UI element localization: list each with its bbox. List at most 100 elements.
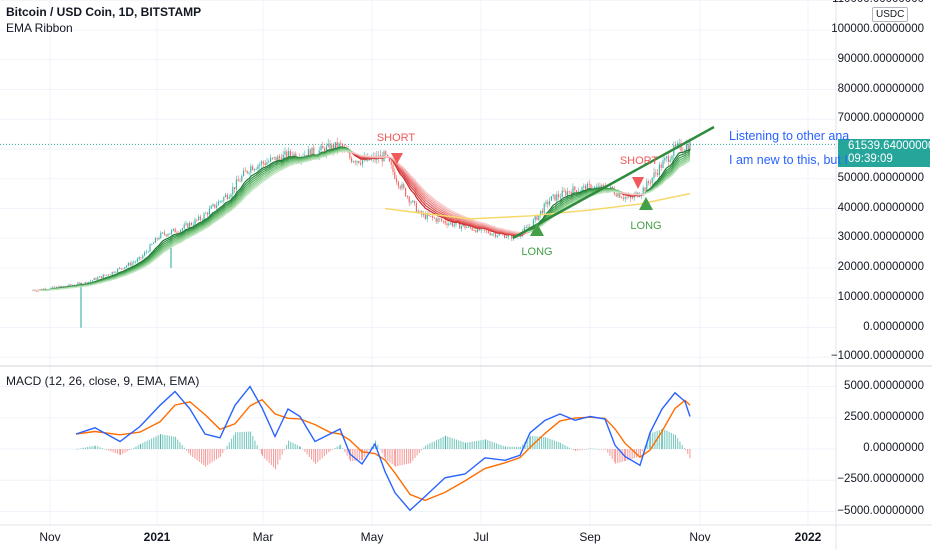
candle-body [471, 227, 473, 231]
candle-body [342, 144, 344, 149]
candle-body [243, 170, 245, 176]
text-note[interactable]: I am new to this, but I [729, 153, 848, 167]
candle-body [678, 142, 680, 144]
candle-body [41, 289, 43, 290]
macd-histogram-bar [687, 449, 689, 455]
time-axis-label: 2021 [143, 530, 171, 544]
ema-ribbon-line [351, 151, 529, 236]
currency-unit-badge[interactable]: USDC [872, 7, 909, 22]
candle-body [450, 222, 452, 224]
macd-histogram-bar [366, 449, 368, 454]
candle-body [538, 214, 540, 220]
candle-body [39, 289, 41, 290]
macd-histogram-bar [431, 442, 433, 449]
macd-histogram-bar [596, 448, 598, 450]
candle-body [525, 227, 527, 228]
candle-body [484, 228, 486, 231]
candle-body [559, 196, 561, 198]
candle-body [145, 251, 147, 253]
macd-histogram-bar [516, 446, 518, 449]
macd-histogram-bar [664, 429, 666, 449]
macd-histogram-bar [186, 449, 188, 451]
candle-body [244, 170, 246, 172]
candle-body [129, 262, 131, 266]
macd-histogram-bar [538, 436, 540, 449]
price-scale-label: −10000.00000000 [830, 350, 924, 363]
macd-histogram-bar [528, 437, 530, 449]
short-signal-label: SHORT [376, 132, 416, 144]
candle-body [268, 161, 270, 163]
macd-histogram-bar [91, 446, 93, 449]
macd-histogram-bar [469, 442, 471, 449]
candle-body [572, 186, 574, 195]
time-axis-label: Nov [689, 530, 711, 544]
macd-histogram-bar [270, 449, 272, 466]
candle-body [234, 187, 236, 190]
macd-histogram-bar [228, 442, 230, 449]
candle-body [687, 144, 689, 151]
candle-body [689, 141, 691, 151]
candle-body [133, 262, 135, 263]
macd-histogram-bar [553, 440, 555, 449]
macd-histogram-bar [294, 444, 296, 449]
macd-histogram-bar [356, 449, 358, 461]
macd-histogram-bar [346, 449, 348, 456]
macd-scale-label: −5000.00000000 [837, 504, 924, 517]
ema-ribbon-indicator-label[interactable]: EMA Ribbon [6, 21, 73, 35]
drawings[interactable] [391, 125, 715, 240]
macd-histogram-bar [541, 436, 543, 449]
time-axis-label: Nov [39, 530, 61, 544]
candle-body [648, 181, 650, 183]
macd-histogram-bar [128, 449, 130, 451]
macd-histogram-bar [496, 443, 498, 449]
candle-body [77, 282, 79, 285]
macd-histogram-bar [498, 444, 500, 449]
candle-body [70, 284, 72, 286]
candle-body [412, 200, 414, 203]
candle-body [309, 149, 311, 159]
candle-body [586, 183, 588, 192]
symbol-title[interactable]: Bitcoin / USD Coin, 1D, BITSTAMP [6, 5, 202, 19]
macd-histogram-bar [436, 440, 438, 449]
candle-body [439, 218, 441, 220]
candle-body [534, 216, 536, 220]
candle-body [176, 232, 178, 234]
macd-histogram-bar [216, 449, 218, 460]
macd-histogram-bar [315, 449, 317, 465]
macd-histogram-bar [406, 449, 408, 465]
candle-body [549, 200, 551, 205]
candle-body [52, 286, 54, 288]
candle-body [333, 144, 335, 151]
macd-histogram-bar [124, 449, 126, 453]
ema-ribbon-line [643, 148, 691, 195]
macd-histogram-bar [491, 441, 493, 449]
candle-body [405, 188, 407, 197]
macd-histogram-bar [381, 449, 383, 453]
candle-body [399, 186, 401, 189]
candle-body [495, 233, 497, 237]
candle-body [205, 212, 207, 214]
candle-body [655, 172, 657, 174]
candle-body [361, 160, 363, 165]
candle-body [198, 216, 200, 221]
macd-signal-line [75, 398, 691, 502]
macd-histogram-bar [513, 446, 515, 449]
candle-body [336, 142, 338, 149]
ema-ribbon-line [40, 149, 352, 291]
macd-indicator-label[interactable]: MACD (12, 26, close, 9, EMA, EMA) [6, 374, 200, 388]
candle-body [286, 151, 288, 159]
text-note[interactable]: Listening to other ana [729, 129, 850, 143]
macd-histogram-bar [218, 449, 220, 458]
candle-body [556, 194, 558, 201]
candle-body [554, 194, 556, 201]
macd-histogram-bar [254, 440, 256, 449]
candle-body [352, 161, 354, 163]
macd-histogram-bar [562, 444, 564, 449]
candle-body [624, 196, 626, 199]
macd-histogram-bar [605, 449, 607, 450]
macd-histogram-bar [275, 449, 277, 470]
candle-body [442, 220, 444, 222]
macd-histogram-bar [505, 446, 507, 449]
candle-body [651, 177, 653, 184]
